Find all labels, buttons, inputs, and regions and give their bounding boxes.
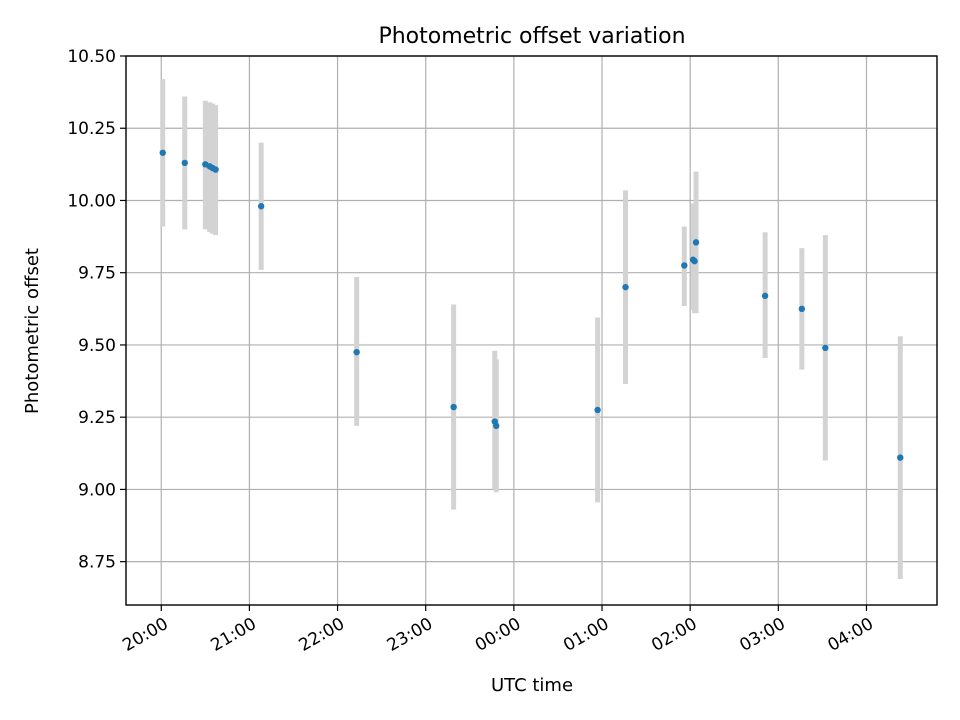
data-point [181, 159, 188, 167]
data-point [594, 406, 601, 414]
x-tick-label: 23:00 [384, 614, 436, 656]
y-tick-label: 8.75 [78, 553, 116, 573]
data-point [691, 257, 698, 265]
data-point [761, 292, 769, 300]
data-point [692, 239, 700, 246]
y-tick-label: 9.50 [78, 336, 116, 356]
y-axis-ticks: 8.75 9.00 9.25 9.50 9.75 10.00 10.25 10.50 [67, 47, 126, 573]
x-tick-label: 21:00 [207, 614, 259, 656]
x-tick-label: 04:00 [825, 614, 877, 656]
y-tick-label: 10.25 [67, 119, 116, 139]
data-point [822, 344, 829, 352]
plot-frame [125, 55, 938, 606]
x-axis-label: UTC time [491, 675, 573, 696]
x-tick-label: 02:00 [648, 614, 700, 656]
data-point [798, 305, 806, 313]
data-point [897, 454, 904, 461]
chart-title: Photometric offset variation [378, 24, 685, 49]
y-tick-label: 9.00 [78, 480, 116, 500]
data-point [493, 422, 500, 430]
x-axis-ticks: 20:00 21:00 22:00 23:00 00:00 01:00 02:00 03:00… [119, 605, 877, 656]
data-point [257, 203, 265, 210]
grid-lines [126, 55, 937, 605]
data-point [353, 348, 360, 356]
x-tick-label: 22:00 [296, 614, 348, 656]
x-tick-label: 03:00 [736, 614, 788, 656]
data-point [212, 166, 219, 173]
data-point [681, 262, 688, 269]
data-point [159, 149, 166, 156]
y-axis-label: Photometric offset [22, 248, 43, 414]
x-tick-label: 20:00 [119, 614, 171, 656]
x-tick-label: 00:00 [472, 614, 524, 656]
y-tick-label: 10.50 [67, 47, 116, 67]
y-tick-label: 10.00 [67, 191, 116, 211]
x-tick-label: 01:00 [560, 614, 612, 656]
y-tick-label: 9.75 [78, 264, 116, 284]
data-point [450, 403, 457, 411]
y-tick-label: 9.25 [78, 408, 116, 428]
error-bars [160, 79, 903, 579]
data-point [622, 283, 629, 291]
data-points [159, 149, 904, 461]
